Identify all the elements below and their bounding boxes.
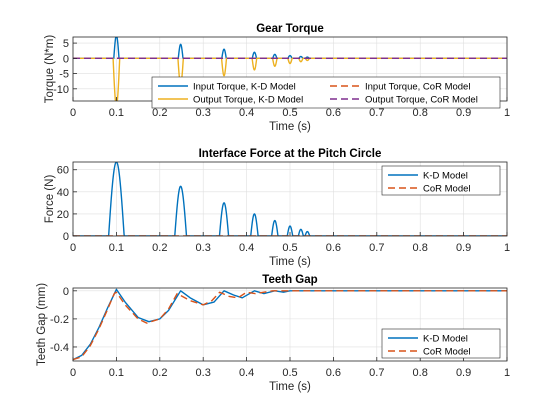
y-tick-label: 5 [63,38,69,50]
x-tick-label: 0.4 [239,242,254,254]
series-group [73,288,507,361]
y-tick-label: 0 [63,286,69,298]
legend-entry-3: Output Torque, CoR Model [365,95,478,106]
x-tick-label: 0 [70,107,76,119]
legend-entry-2: Input Torque, CoR Model [365,82,470,93]
x-tick-label: 0.2 [152,367,167,379]
y-tick-label: 0 [63,53,69,65]
y-tick-label: 20 [57,209,69,221]
legend-entry-0: Input Torque, K-D Model [193,82,296,93]
x-axis-label: Time (s) [269,256,311,268]
y-tick-label: -10 [53,84,69,96]
y-tick-label: -0.2 [50,314,69,326]
x-ticks: 0 0.1 0.2 0.3 0.4 0.5 0.6 0.7 0.8 0.9 1 [70,357,510,379]
x-tick-label: 0.9 [456,242,471,254]
y-tick-label: 40 [57,187,69,199]
x-tick-label: 0.7 [369,107,384,119]
x-axis-label: Time (s) [269,121,311,133]
legend-box [381,165,501,196]
x-tick-label: 0.7 [369,242,384,254]
chart-title: Interface Force at the Pitch Circle [199,148,382,160]
x-tick-label: 0.1 [109,107,124,119]
legend: Input Torque, K-D Model Output Torque, K-… [151,76,501,109]
y-tick-label: 0 [63,231,69,243]
y-axis-label: Torque (N*m) [44,35,56,104]
y-axis-label: Force (N) [44,175,56,224]
x-tick-label: 0.2 [152,107,167,119]
x-tick-label: 0.7 [369,367,384,379]
x-tick-label: 0.8 [413,107,428,119]
series-line-0 [73,162,507,236]
legend-entry-0: K-D Model [423,171,468,182]
legend-box [151,76,501,109]
x-tick-label: 0.8 [413,367,428,379]
chart-title: Teeth Gap [262,274,317,286]
x-tick-label: 0.5 [282,242,297,254]
x-tick-label: 1 [504,367,510,379]
y-ticks: -10 -5 0 5 [53,38,77,96]
x-tick-label: 0.1 [109,367,124,379]
series-group [73,162,507,236]
y-axis-label: Teeth Gap (mm) [36,283,48,366]
y-tick-label: -0.4 [50,342,69,354]
x-tick-label: 1 [504,107,510,119]
x-tick-label: 0.1 [109,242,124,254]
legend-entry-1: CoR Model [423,184,471,195]
x-tick-label: 0.2 [152,242,167,254]
y-ticks: -0.4 -0.2 0 [50,286,77,354]
x-tick-label: 0.6 [326,107,341,119]
y-tick-label: 60 [57,165,69,177]
x-tick-label: 0.6 [326,367,341,379]
gear-torque-panel: 0 0.1 0.2 0.3 0.4 0.5 0.6 0.7 0.8 0.9 1 -10 -5 0 5 Gear… [44,23,510,133]
x-tick-label: 0.5 [282,107,297,119]
x-ticks: 0 0.1 0.2 0.3 0.4 0.5 0.6 0.7 0.8 0.9 1 [70,232,510,254]
legend-entry-1: Output Torque, K-D Model [193,95,303,106]
series-group [73,37,507,101]
legend: K-D Model CoR Model [381,165,501,196]
y-ticks: 0 20 40 60 [57,165,77,243]
teeth-gap-panel: 0 0.1 0.2 0.3 0.4 0.5 0.6 0.7 0.8 0.9 1 -0.4 -0.2 0 Te… [36,274,510,393]
legend-box [381,328,501,359]
x-ticks: 0 0.1 0.2 0.3 0.4 0.5 0.6 0.7 0.8 0.9 1 [70,97,510,119]
x-tick-label: 0.8 [413,242,428,254]
x-tick-label: 0.3 [196,242,211,254]
x-tick-label: 0.9 [456,367,471,379]
legend-entry-1: CoR Model [423,347,471,358]
x-tick-label: 1 [504,242,510,254]
x-tick-label: 0.9 [456,107,471,119]
y-tick-label: -5 [59,69,69,81]
series-line-1 [73,290,507,361]
x-tick-label: 0.3 [196,367,211,379]
x-tick-label: 0.3 [196,107,211,119]
chart-title: Gear Torque [256,23,324,35]
interface-force-panel: 0 0.1 0.2 0.3 0.4 0.5 0.6 0.7 0.8 0.9 1 0 20 40 60 Inte… [44,148,510,268]
x-tick-label: 0.5 [282,367,297,379]
x-tick-label: 0 [70,367,76,379]
legend-entry-0: K-D Model [423,334,468,345]
x-tick-label: 0.4 [239,367,254,379]
x-axis-label: Time (s) [269,381,311,393]
x-tick-label: 0.6 [326,242,341,254]
x-tick-label: 0 [70,242,76,254]
x-tick-label: 0.4 [239,107,254,119]
legend: K-D Model CoR Model [381,328,501,359]
